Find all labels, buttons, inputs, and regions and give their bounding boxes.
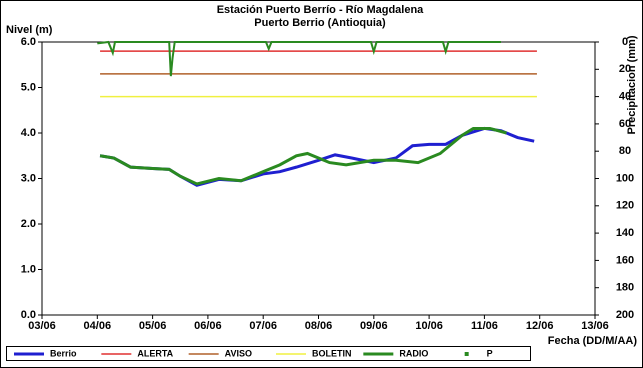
y-tick-label: 4.0: [21, 127, 36, 139]
y2-tick-label: 160: [616, 254, 634, 266]
y-tick-label: 6.0: [21, 36, 36, 48]
legend-label: AVISO: [225, 348, 252, 358]
x-tick-label: 10/06: [415, 320, 443, 332]
legend-swatch: [464, 352, 469, 356]
y2-tick-label: 180: [616, 282, 634, 294]
y-tick-label: 3.0: [21, 172, 36, 184]
y-tick-label: 1.0: [21, 263, 36, 275]
y2-tick-label: 60: [619, 118, 631, 130]
y2-tick-label: 0: [622, 36, 628, 48]
x-tick-label: 13/06: [581, 320, 609, 332]
y2-tick-label: 40: [619, 91, 631, 103]
series-line: [99, 126, 507, 186]
y-tick-label: 2.0: [21, 218, 36, 230]
legend-label: BOLETIN: [312, 348, 352, 358]
x-axis-label: Fecha (DD/M/AA): [548, 335, 638, 347]
legend-label: RADIO: [399, 348, 428, 358]
x-tick-label: 05/06: [139, 320, 167, 332]
x-tick-label: 07/06: [249, 320, 277, 332]
x-tick-label: 08/06: [305, 320, 333, 332]
x-tick-label: 09/06: [360, 320, 388, 332]
x-tick-label: 03/06: [28, 320, 56, 332]
y-tick-label: 5.0: [21, 81, 36, 93]
y-tick-label: 0.0: [21, 309, 36, 321]
y2-axis-label: Precipitacion (mm): [626, 35, 638, 134]
y2-tick-label: 20: [619, 63, 631, 75]
legend-label: Berrio: [50, 348, 77, 358]
y2-tick-label: 200: [616, 309, 634, 321]
x-tick-label: 06/06: [194, 320, 222, 332]
y2-tick-label: 80: [619, 145, 631, 157]
y2-tick-label: 140: [616, 227, 634, 239]
y2-tick-label: 120: [616, 200, 634, 212]
chart-subtitle: Puerto Berrio (Antioquia): [254, 17, 386, 29]
legend-label: P: [487, 348, 493, 358]
legend-box: [6, 346, 531, 361]
x-tick-label: 04/06: [84, 320, 112, 332]
x-tick-label: 11/06: [471, 320, 498, 332]
legend-label: ALERTA: [137, 348, 173, 358]
x-tick-label: 12/06: [526, 320, 554, 332]
chart-title: Estación Puerto Berrío - Río Magdalena: [217, 4, 424, 16]
y2-tick-label: 100: [616, 172, 634, 184]
series-line: [97, 40, 501, 77]
y-axis-label: Nivel (m): [6, 24, 53, 36]
